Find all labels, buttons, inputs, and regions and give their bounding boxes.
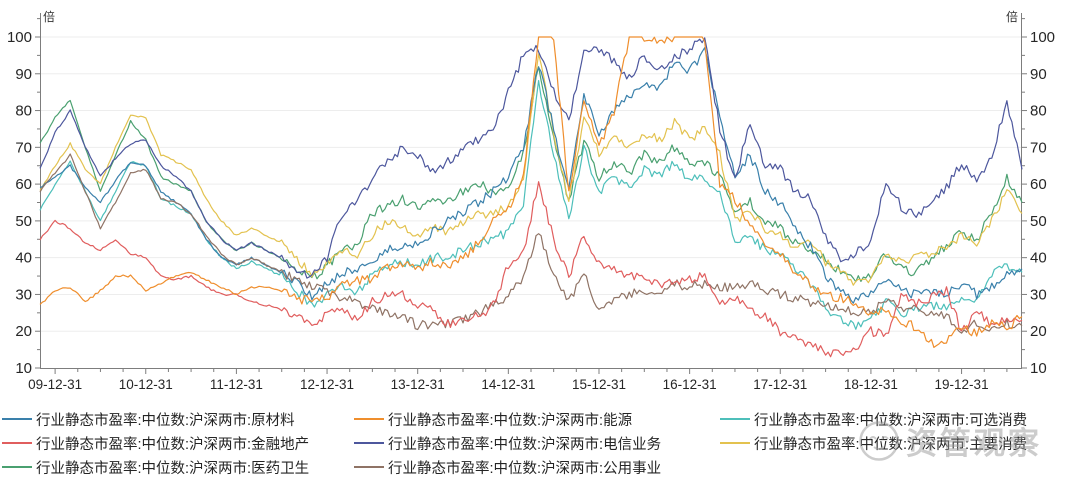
legend-swatch — [354, 418, 384, 420]
y-tick-label-right: 10 — [1030, 360, 1047, 377]
y-tick-label-left: 100 — [7, 29, 32, 46]
y-tick-label-left: 10 — [15, 360, 32, 377]
x-tick-label: 12-12-31 — [300, 377, 354, 392]
legend-label: 行业静态市盈率:中位数:沪深两市:电信业务 — [388, 436, 662, 453]
y-tick-label-left: 30 — [15, 286, 32, 303]
legend-label: 行业静态市盈率:中位数:沪深两市:可选消费 — [754, 412, 1028, 429]
x-tick-label: 19-12-31 — [935, 377, 989, 392]
y-tick-label-right: 50 — [1030, 213, 1047, 230]
x-tick-label: 17-12-31 — [753, 377, 807, 392]
x-tick-label: 10-12-31 — [119, 377, 173, 392]
y-tick-label-left: 50 — [15, 213, 32, 230]
legend-label: 行业静态市盈率:中位数:沪深两市:主要消费 — [754, 436, 1028, 453]
x-tick-label: 13-12-31 — [391, 377, 445, 392]
y-tick-label-right: 60 — [1030, 176, 1047, 193]
legend-label: 行业静态市盈率:中位数:沪深两市:能源 — [388, 412, 633, 429]
series-line-公用事业 — [39, 153, 1023, 334]
series-line-原材料 — [39, 47, 1023, 304]
legend-swatch — [2, 442, 32, 444]
y-tick-label-right: 100 — [1030, 29, 1055, 46]
series-line-金融地产 — [39, 181, 1023, 358]
y-tick-label-left: 40 — [15, 250, 32, 267]
legend-item-能源: 行业静态市盈率:中位数:沪深两市:能源 — [354, 409, 720, 430]
x-tick-label: 16-12-31 — [663, 377, 717, 392]
y-tick-label-right: 80 — [1030, 103, 1047, 120]
series-line-能源 — [39, 36, 1023, 348]
y-tick-label-right: 20 — [1030, 323, 1047, 340]
legend-swatch — [354, 466, 384, 468]
x-tick-label: 18-12-31 — [844, 377, 898, 392]
legend-label: 行业静态市盈率:中位数:沪深两市:公用事业 — [388, 460, 662, 477]
legend-swatch — [720, 442, 750, 444]
y-tick-label-left: 70 — [15, 139, 32, 156]
y-tick-label-left: 80 — [15, 103, 32, 120]
y-tick-label-right: 40 — [1030, 250, 1047, 267]
legend-label: 行业静态市盈率:中位数:沪深两市:医药卫生 — [36, 460, 310, 477]
x-tick-label: 15-12-31 — [572, 377, 626, 392]
y-tick-label-left: 90 — [15, 66, 32, 83]
legend-item-公用事业: 行业静态市盈率:中位数:沪深两市:公用事业 — [354, 457, 720, 478]
x-tick-label: 14-12-31 — [481, 377, 535, 392]
legend-swatch — [2, 466, 32, 468]
legend-item-金融地产: 行业静态市盈率:中位数:沪深两市:金融地产 — [2, 433, 354, 454]
legend-swatch — [720, 418, 750, 420]
legend-item-电信业务: 行业静态市盈率:中位数:沪深两市:电信业务 — [354, 433, 720, 454]
legend-item-可选消费: 行业静态市盈率:中位数:沪深两市:可选消费 — [720, 409, 1078, 430]
legend-item-医药卫生: 行业静态市盈率:中位数:沪深两市:医药卫生 — [2, 457, 354, 478]
legend-label: 行业静态市盈率:中位数:沪深两市:金融地产 — [36, 436, 310, 453]
y-tick-label-left: 60 — [15, 176, 32, 193]
legend-item-主要消费: 行业静态市盈率:中位数:沪深两市:主要消费 — [720, 433, 1078, 454]
pe-line-chart-plot: 10 10 20 20 30 30 40 40 50 50 60 60 70 70 80 80 90 90 100 1… — [7, 9, 1055, 392]
y-axis-unit-right: 倍 — [1006, 9, 1018, 24]
legend-label: 行业静态市盈率:中位数:沪深两市:原材料 — [36, 412, 295, 429]
legend-item-原材料: 行业静态市盈率:中位数:沪深两市:原材料 — [2, 409, 354, 430]
y-tick-label-left: 20 — [15, 323, 32, 340]
series-line-电信业务 — [39, 37, 1023, 279]
y-tick-label-right: 30 — [1030, 286, 1047, 303]
legend-swatch — [354, 442, 384, 444]
y-tick-label-right: 70 — [1030, 139, 1047, 156]
chart-legend: 行业静态市盈率:中位数:沪深两市:原材料 行业静态市盈率:中位数:沪深两市:能源行… — [2, 407, 1078, 479]
x-tick-label: 11-12-31 — [210, 377, 263, 392]
y-tick-label-right: 90 — [1030, 66, 1047, 83]
legend-swatch — [2, 418, 32, 420]
series-line-主要消费 — [39, 53, 1023, 286]
y-axis-unit-left: 倍 — [43, 9, 55, 24]
x-tick-label: 09-12-31 — [28, 377, 82, 392]
